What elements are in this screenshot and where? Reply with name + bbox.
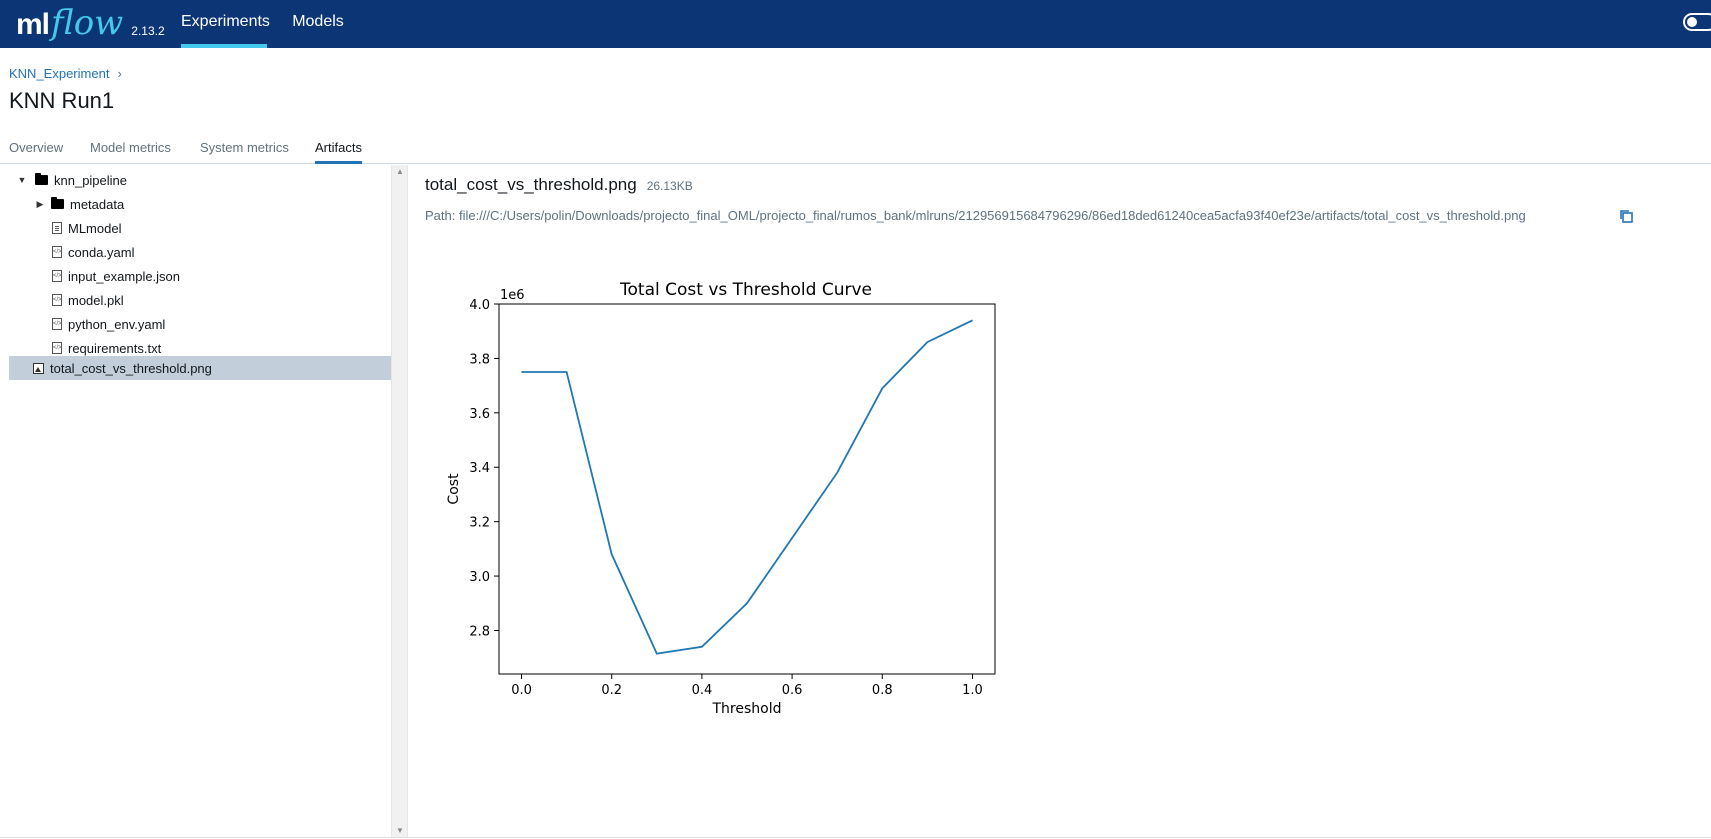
y-tick-label: 2.8	[469, 624, 490, 639]
y-tick-label: 3.2	[469, 516, 490, 531]
artifact-header: total_cost_vs_threshold.png 26.13KB	[425, 175, 693, 195]
toggle-knob	[1687, 17, 1697, 27]
tree-item-input-example[interactable]: </> input_example.json	[9, 264, 391, 288]
file-icon	[52, 222, 62, 234]
tree-item-metadata[interactable]: ▶ metadata	[9, 192, 391, 216]
axis-ticks: 0.0 0.2 0.4 0.6 0.8 1.0 2.8 3.0 3.2 3.4 3.6 3.8 4.0	[469, 298, 982, 698]
x-axis-label: Threshold	[712, 701, 782, 717]
artifact-size: 26.13KB	[646, 179, 693, 193]
copy-icon[interactable]	[1619, 209, 1633, 223]
y-tick-label: 3.8	[469, 352, 490, 367]
image-file-icon	[33, 362, 44, 374]
caret-right-icon[interactable]: ▶	[36, 198, 44, 209]
tab-system-metrics[interactable]: System metrics	[200, 140, 289, 155]
top-navigation-bar: ml flow 2.13.2 Experiments Models	[0, 0, 1711, 48]
tree-item-total-cost-png[interactable]: total_cost_vs_threshold.png	[9, 356, 391, 380]
tree-item-label: knn_pipeline	[54, 172, 128, 188]
logo-ml-text: ml	[16, 8, 50, 41]
tree-item-label: total_cost_vs_threshold.png	[50, 360, 212, 376]
breadcrumb: KNN_Experiment ›	[9, 66, 122, 81]
y-tick-label: 4.0	[469, 298, 490, 313]
tree-item-label: python_env.yaml	[68, 316, 166, 332]
artifact-tree: ▼ knn_pipeline ▶ metadata MLmodel </> co…	[9, 165, 391, 825]
caret-down-icon[interactable]: ▼	[17, 175, 27, 185]
page-title: KNN Run1	[9, 88, 115, 113]
x-tick-label: 0.8	[872, 683, 893, 698]
tree-item-python-env[interactable]: </> python_env.yaml	[9, 312, 391, 336]
run-tabs: Overview Model metrics System metrics Ar…	[0, 138, 1711, 164]
tree-item-label: model.pkl	[68, 292, 124, 308]
tab-artifacts[interactable]: Artifacts	[315, 140, 362, 164]
chart-title: Total Cost vs Threshold Curve	[619, 280, 872, 300]
y-tick-label: 3.6	[469, 407, 490, 422]
tree-item-label: MLmodel	[68, 220, 122, 236]
theme-toggle[interactable]	[1683, 13, 1711, 31]
y-tick-label: 3.4	[469, 461, 490, 476]
x-tick-label: 0.2	[601, 683, 622, 698]
tab-model-metrics[interactable]: Model metrics	[90, 140, 171, 155]
tree-item-label: conda.yaml	[68, 244, 135, 260]
series-line	[521, 319, 973, 655]
tab-overview[interactable]: Overview	[9, 140, 64, 155]
y-axis-label: Cost	[446, 473, 462, 505]
folder-icon	[35, 173, 48, 185]
artifact-path: Path: file:///C:/Users/polin/Downloads/p…	[425, 208, 1526, 223]
plot-frame	[498, 303, 996, 675]
tree-item-knn-pipeline[interactable]: ▼ knn_pipeline	[9, 168, 391, 192]
tree-item-model-pkl[interactable]: </> model.pkl	[9, 288, 391, 312]
logo-flow-text: flow	[51, 3, 124, 43]
y-tick-label: 3.0	[469, 570, 490, 585]
y-multiplier-label: 1e6	[500, 288, 525, 303]
tree-item-label: input_example.json	[68, 268, 181, 284]
x-tick-label: 0.0	[511, 683, 532, 698]
nav-models[interactable]: Models	[292, 13, 344, 30]
x-tick-label: 0.6	[782, 683, 803, 698]
code-file-icon: </>	[52, 342, 62, 354]
tree-scrollbar[interactable]: ▲ ▼	[391, 165, 408, 837]
code-file-icon: </>	[52, 318, 62, 330]
mlflow-logo[interactable]: ml flow 2.13.2	[16, 0, 165, 48]
tree-item-label: requirements.txt	[68, 340, 162, 356]
scroll-down-icon[interactable]: ▼	[396, 826, 404, 835]
page-bottom-border	[0, 837, 1711, 838]
tree-item-label: metadata	[70, 196, 125, 212]
tree-item-mlmodel[interactable]: MLmodel	[9, 216, 391, 240]
folder-icon	[51, 197, 64, 209]
code-file-icon: </>	[52, 270, 62, 282]
tree-item-conda-yaml[interactable]: </> conda.yaml	[9, 240, 391, 264]
tree-item-requirements[interactable]: </> requirements.txt	[9, 336, 391, 360]
cost-threshold-chart: Total Cost vs Threshold Curve 1e6 0.0 0.2…	[446, 280, 996, 717]
x-tick-label: 1.0	[962, 683, 983, 698]
x-tick-label: 0.4	[692, 683, 713, 698]
scroll-up-icon[interactable]: ▲	[396, 167, 404, 176]
nav-experiments[interactable]: Experiments	[181, 0, 270, 48]
code-file-icon: </>	[52, 294, 62, 306]
breadcrumb-experiment-link[interactable]: KNN_Experiment	[9, 66, 110, 81]
chevron-right-icon: ›	[117, 66, 122, 81]
version-label: 2.13.2	[131, 24, 165, 38]
artifact-filename: total_cost_vs_threshold.png	[425, 175, 637, 194]
code-file-icon: </>	[52, 246, 62, 258]
